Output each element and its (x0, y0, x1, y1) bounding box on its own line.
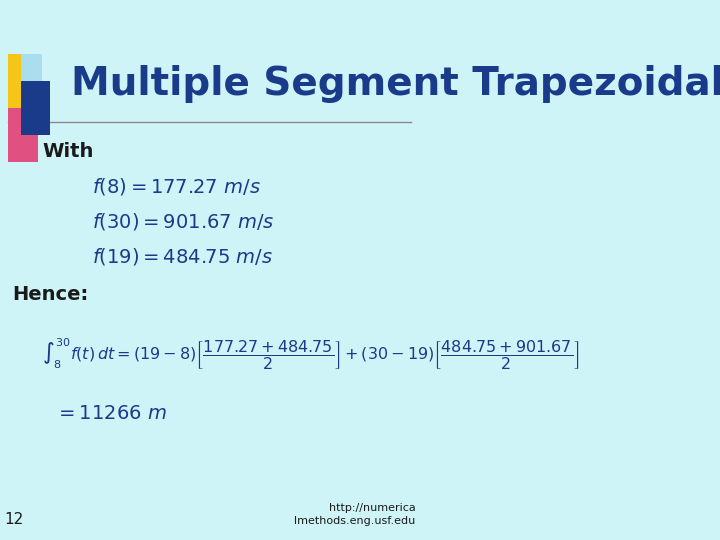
Bar (9, 108, 37, 162)
Text: $f(30) = 901.67\ m/s$: $f(30) = 901.67\ m/s$ (92, 211, 275, 232)
Text: Multiple Segment Trapezoidal Rule: Multiple Segment Trapezoidal Rule (71, 65, 720, 103)
Text: http://numerica
lmethods.eng.usf.edu: http://numerica lmethods.eng.usf.edu (294, 503, 415, 526)
Text: $f(19) = 484.75\ m/s$: $f(19) = 484.75\ m/s$ (92, 246, 274, 267)
Text: Hence:: Hence: (12, 285, 89, 304)
Text: 12: 12 (4, 511, 24, 526)
Text: With: With (42, 141, 94, 161)
Bar (9, 54, 37, 108)
Bar (21, 54, 42, 81)
Text: $\int_{8}^{30} f(t)\,dt = (19-8)\left[\dfrac{177.27+484.75}{2}\right] + (30-19)\: $\int_{8}^{30} f(t)\,dt = (19-8)\left[\d… (42, 336, 579, 372)
Text: $f(8) = 177.27\ m/s$: $f(8) = 177.27\ m/s$ (92, 176, 261, 197)
Bar (21, 81, 50, 135)
Text: $= 11266\ m$: $= 11266\ m$ (55, 403, 166, 423)
